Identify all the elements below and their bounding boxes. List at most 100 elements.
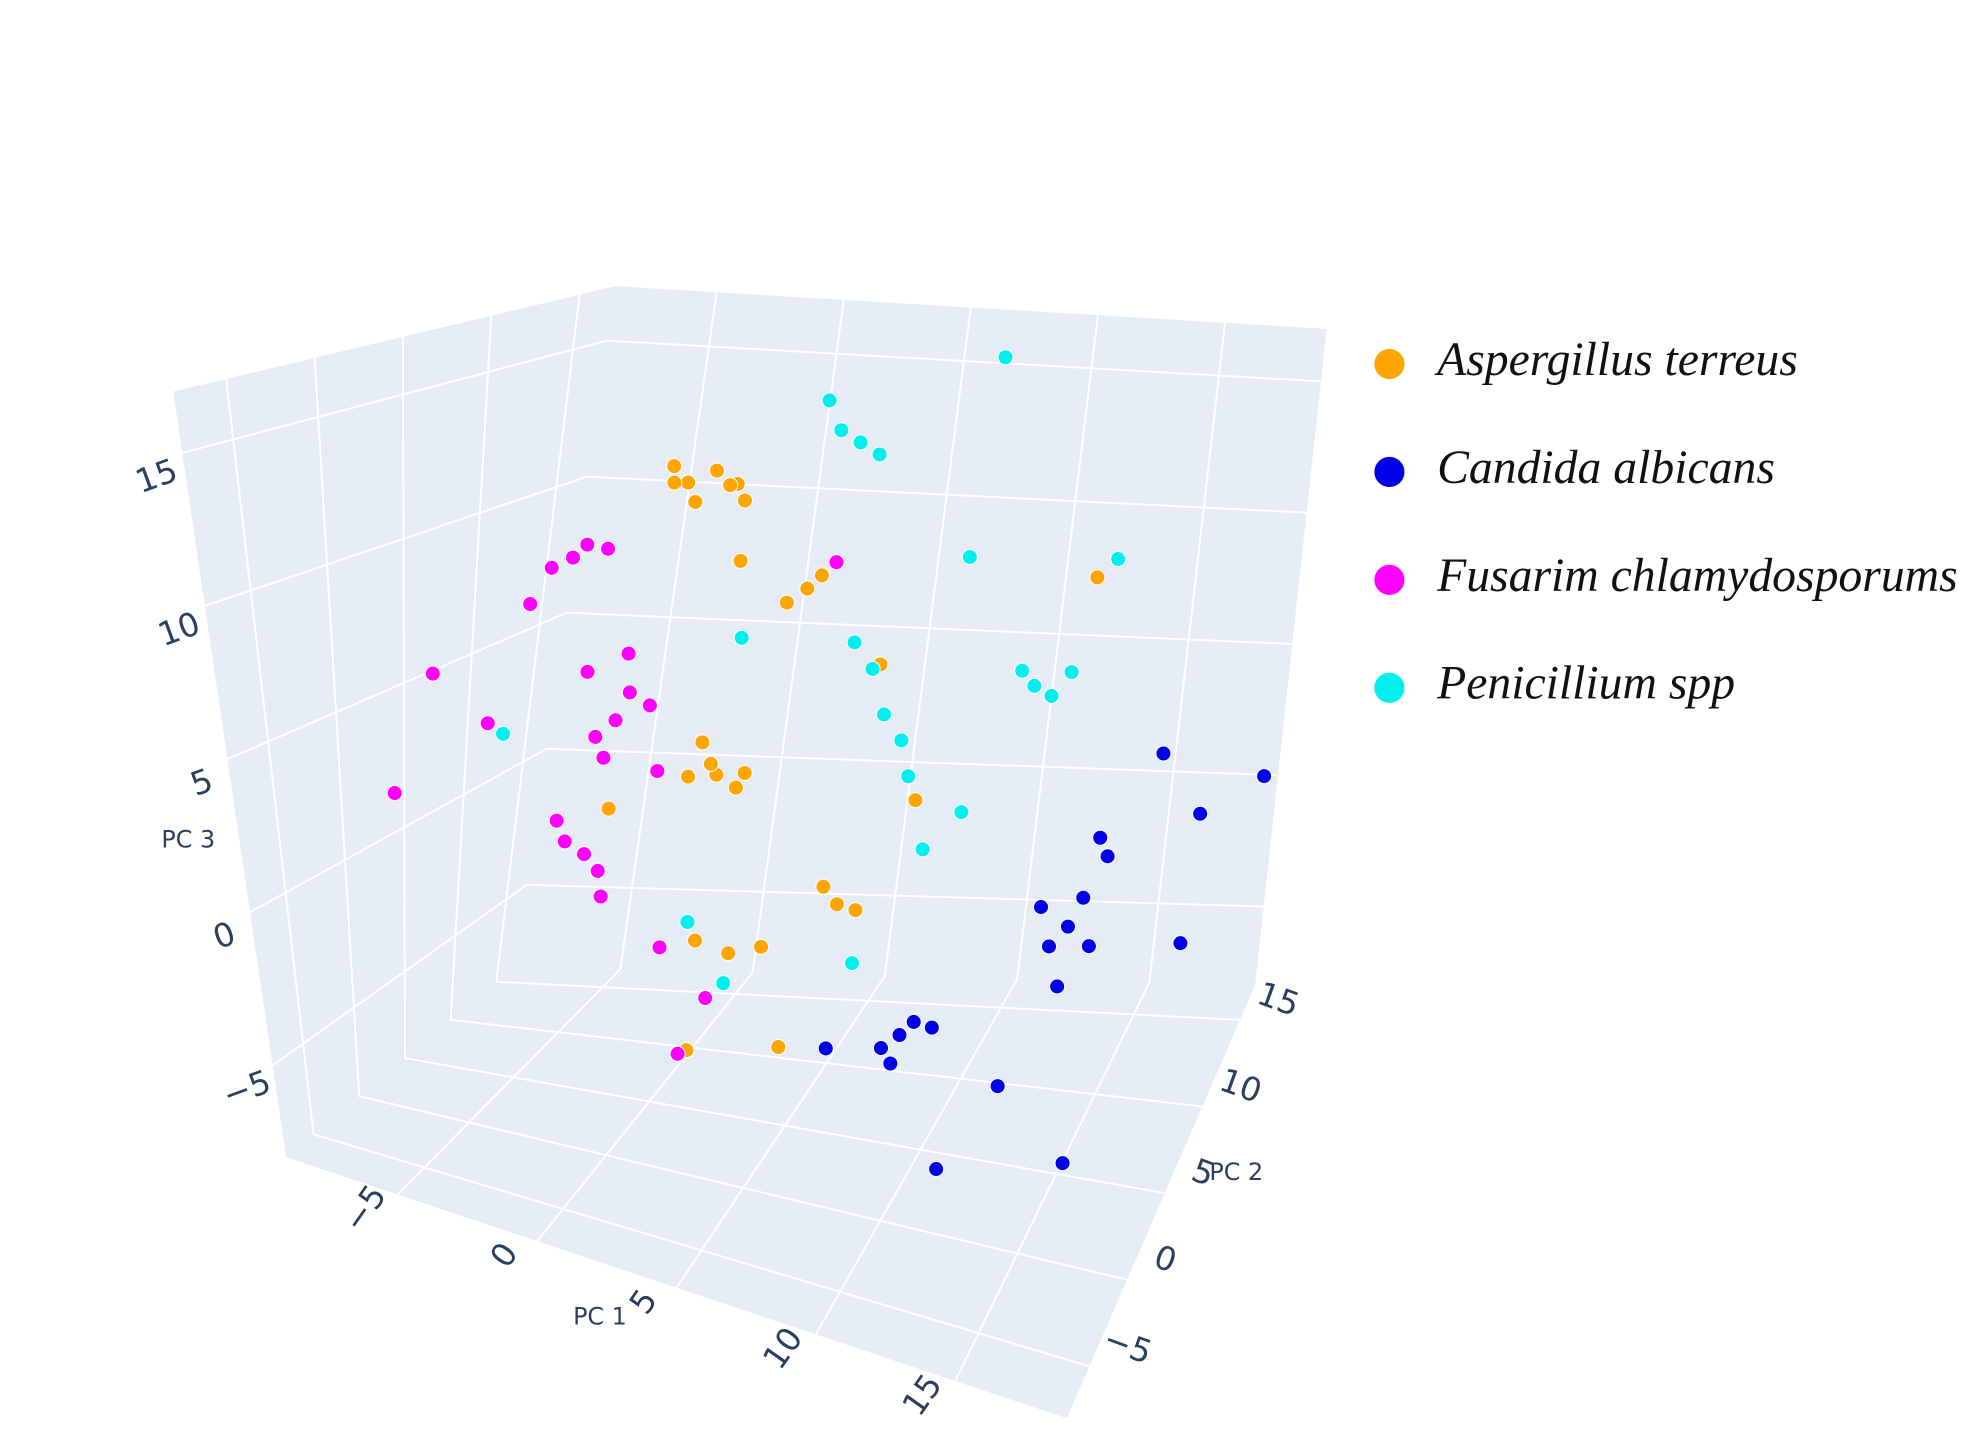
grid-line — [450, 1018, 1203, 1108]
point — [495, 725, 512, 742]
point — [847, 902, 864, 919]
grid-line — [204, 475, 588, 607]
grid-line — [586, 475, 1307, 514]
grid-line — [815, 978, 1018, 1335]
point — [702, 755, 719, 772]
back-wall — [514, 286, 1327, 986]
point — [997, 349, 1014, 366]
point — [1059, 918, 1076, 935]
point — [1075, 889, 1092, 906]
legend-marker — [1374, 672, 1405, 703]
point — [736, 492, 753, 509]
z-tick-label: 0 — [208, 914, 241, 957]
point — [817, 1040, 834, 1057]
point — [641, 697, 658, 714]
grid-line — [313, 357, 361, 1097]
grid-line — [496, 980, 1241, 1021]
point — [961, 548, 978, 566]
grid-line — [225, 378, 315, 1135]
point — [720, 945, 737, 962]
point — [1172, 935, 1189, 952]
point — [1014, 662, 1031, 679]
point — [607, 712, 624, 729]
legend-label: Fusarim chlamydosporums — [1436, 550, 1958, 602]
point — [1110, 550, 1127, 568]
legend-marker — [1374, 348, 1405, 380]
grid-line — [619, 292, 718, 970]
point — [770, 1039, 787, 1056]
scene — [173, 286, 1327, 1419]
point — [666, 474, 683, 491]
point — [813, 567, 830, 584]
point — [893, 732, 910, 749]
point — [1092, 829, 1109, 846]
grid-line — [606, 339, 1321, 383]
point — [815, 878, 832, 895]
point — [953, 804, 970, 821]
grid-line — [1148, 322, 1226, 983]
grid-line — [546, 747, 1279, 777]
point — [989, 1078, 1006, 1095]
point — [828, 896, 845, 913]
point — [649, 762, 666, 780]
point — [732, 552, 749, 569]
point — [736, 764, 753, 782]
point — [891, 1027, 908, 1044]
point — [386, 785, 403, 802]
point — [1099, 848, 1116, 865]
point — [543, 559, 560, 576]
point — [576, 846, 593, 863]
point — [1049, 978, 1066, 995]
point — [753, 938, 770, 955]
point — [727, 779, 744, 796]
legend-label: Penicillium spp — [1436, 658, 1735, 710]
grid-line — [883, 307, 972, 976]
point — [686, 932, 704, 949]
point — [733, 629, 750, 646]
grid-line — [227, 611, 568, 760]
point — [522, 596, 539, 613]
legend-label: Aspergillus terreus — [1434, 334, 1798, 386]
point — [1063, 664, 1080, 681]
z-tick-label: 5 — [185, 761, 218, 804]
point — [1032, 899, 1050, 916]
point — [579, 663, 596, 680]
point — [871, 446, 888, 463]
point — [579, 536, 596, 553]
grid-line — [404, 1057, 1165, 1195]
point — [680, 474, 697, 491]
x-tick-label: 5 — [622, 1282, 665, 1321]
point — [715, 975, 732, 992]
grid-line — [313, 1133, 1090, 1368]
point — [548, 812, 565, 829]
point — [923, 1019, 940, 1036]
grid-line — [495, 294, 581, 982]
z-axis-title: PC 3 — [161, 825, 215, 853]
x-tick-label: 0 — [483, 1236, 526, 1275]
point — [875, 706, 893, 723]
grid-line — [401, 336, 406, 1059]
point — [872, 1040, 890, 1057]
point — [882, 1055, 899, 1072]
point — [620, 645, 637, 662]
grid-line — [526, 883, 1264, 908]
grid-line — [566, 611, 1293, 645]
point — [852, 434, 869, 451]
x-axis-title: PC 1 — [573, 1302, 627, 1330]
point — [587, 728, 604, 745]
point — [821, 392, 838, 409]
point — [914, 841, 931, 858]
z-tick-label: 10 — [153, 604, 205, 654]
point — [679, 913, 696, 931]
point — [651, 939, 668, 956]
y-tick-label: 10 — [1215, 1061, 1267, 1111]
point — [1054, 1155, 1071, 1172]
point — [778, 594, 795, 611]
point — [833, 422, 850, 439]
grid-line — [449, 315, 493, 1020]
legend-label: Candida albicans — [1437, 442, 1775, 494]
grid-line — [249, 747, 548, 914]
grid-line — [359, 1095, 1128, 1281]
grid-line — [182, 339, 608, 454]
